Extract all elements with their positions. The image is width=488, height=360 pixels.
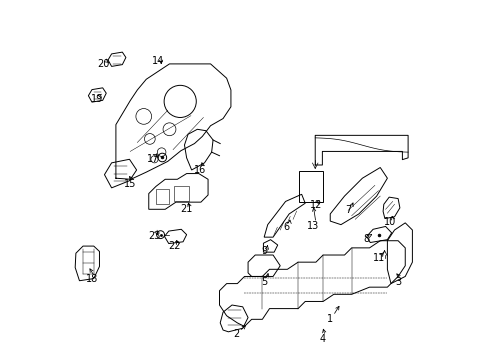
Text: 13: 13 bbox=[306, 221, 319, 231]
Text: 3: 3 bbox=[394, 277, 400, 287]
Text: 8: 8 bbox=[362, 234, 368, 244]
Bar bbox=[298, 171, 323, 202]
Text: 6: 6 bbox=[283, 222, 289, 232]
Text: 2: 2 bbox=[233, 329, 239, 339]
Text: 7: 7 bbox=[344, 205, 350, 215]
Text: 16: 16 bbox=[194, 165, 206, 175]
Text: 15: 15 bbox=[124, 179, 136, 189]
Text: 1: 1 bbox=[326, 314, 333, 324]
Bar bbox=[156, 189, 168, 204]
Text: 5: 5 bbox=[261, 277, 267, 287]
Text: 22: 22 bbox=[168, 241, 181, 251]
Text: 4: 4 bbox=[319, 334, 325, 344]
Text: 23: 23 bbox=[148, 231, 161, 242]
Text: 20: 20 bbox=[97, 59, 109, 69]
Text: 12: 12 bbox=[309, 200, 322, 210]
Text: 18: 18 bbox=[85, 274, 98, 284]
Text: 17: 17 bbox=[147, 154, 159, 163]
Text: 10: 10 bbox=[384, 217, 396, 227]
Text: 21: 21 bbox=[180, 204, 192, 214]
Bar bbox=[173, 186, 188, 201]
Text: 14: 14 bbox=[152, 57, 164, 66]
Text: 9: 9 bbox=[261, 247, 266, 256]
Text: 11: 11 bbox=[372, 253, 384, 263]
Text: 19: 19 bbox=[91, 94, 103, 104]
